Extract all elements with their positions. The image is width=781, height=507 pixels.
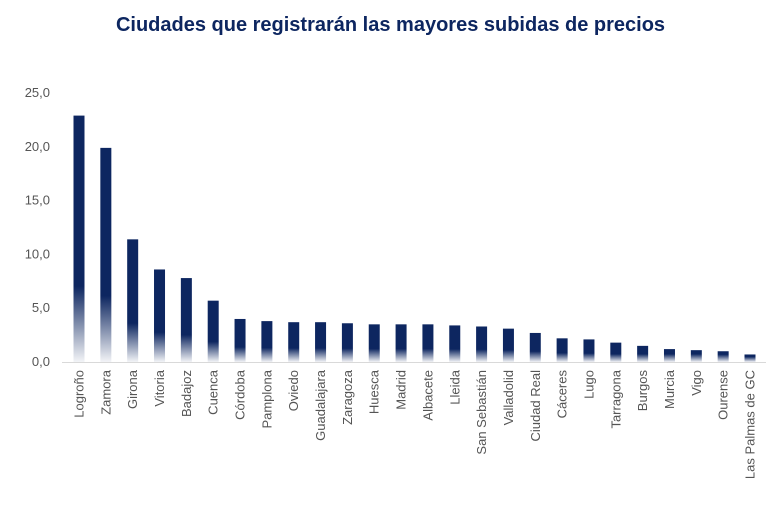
bar [744,354,756,362]
bar [100,147,112,362]
bar [315,322,327,362]
x-category-label: Córdoba [233,369,248,420]
y-tick-label: 25,0 [25,85,50,100]
chart-title: Ciudades que registrarán las mayores sub… [115,14,666,36]
bar [207,300,219,362]
bar [73,115,85,362]
bar [422,324,434,362]
x-category-label: Girona [125,369,140,409]
x-category-label: Cuenca [206,369,221,415]
x-category-label: Huesca [367,369,382,414]
x-category-label: Las Palmas de GC [743,370,758,479]
x-category-label: Zaragoza [340,369,355,425]
y-tick-label: 15,0 [25,193,50,208]
x-category-label: Valladolid [501,370,516,425]
x-category-label: Lleida [447,369,462,404]
bar [288,322,300,362]
bar [502,328,514,362]
x-category-label: Pamplona [259,369,274,428]
bar [637,345,649,362]
x-category-label: Oviedo [286,370,301,411]
x-category-label: San Sebastián [474,370,489,455]
bar [556,338,568,362]
x-category-label: Vitoria [152,369,167,406]
x-category-label: Ourense [716,370,731,420]
bar [234,318,246,362]
x-category-label: Cáceres [555,370,570,419]
x-category-label: Albacete [420,370,435,421]
y-tick-label: 10,0 [25,246,50,261]
x-category-label: Vigo [689,370,704,396]
x-category-label: Burgos [635,370,650,412]
x-category-label: Badajoz [179,370,194,417]
x-category-label: Ciudad Real [528,370,543,442]
y-tick-label: 5,0 [32,300,50,315]
bar [583,339,595,362]
bar [690,350,702,362]
bar [395,324,407,362]
x-category-label: Zamora [98,369,113,415]
bar [154,269,166,362]
x-category-label: Guadalajara [313,369,328,441]
bar [449,325,461,362]
y-tick-label: 20,0 [25,139,50,154]
x-category-label: Tarragona [608,369,623,428]
y-tick-label: 0,0 [32,354,50,369]
bar [529,332,541,362]
x-category-label: Madrid [394,370,409,410]
bar [610,342,622,362]
bar [476,326,488,362]
bar [368,324,380,362]
bar [717,351,729,362]
bar [180,278,192,362]
bar [663,349,675,362]
x-category-label: Lugo [581,370,596,399]
bar [341,323,353,362]
x-category-label: Murcia [662,369,677,409]
bar [127,239,139,362]
bar [261,321,273,362]
x-category-label: Logroño [72,370,87,418]
